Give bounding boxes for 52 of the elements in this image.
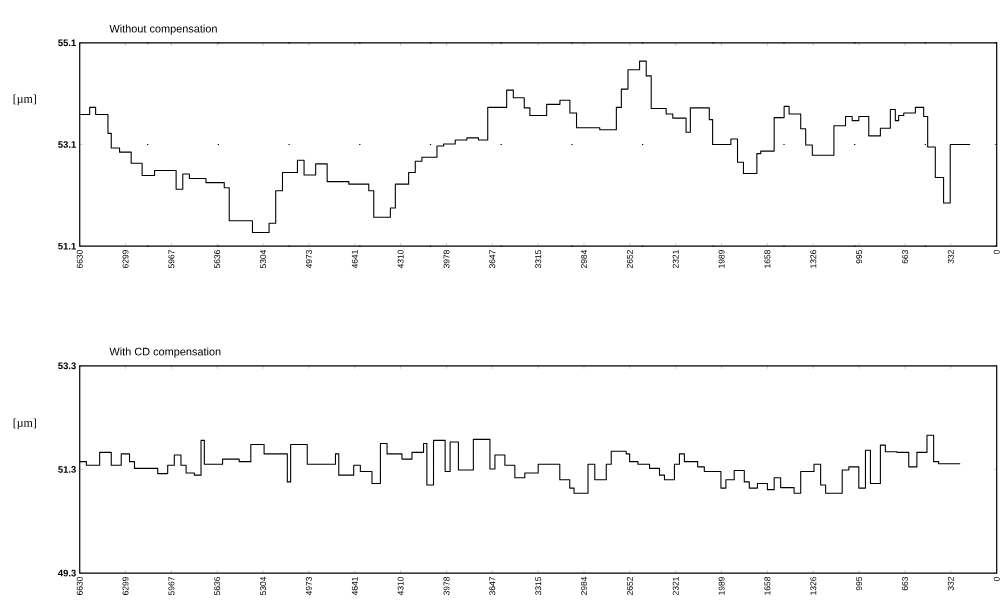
x-tick-label: 995 [856, 250, 863, 264]
y-axis-title: [µm] [13, 94, 36, 106]
x-tick-label: 1326 [810, 576, 817, 595]
x-tick-label: 5304 [260, 249, 267, 269]
x-tick-label: 3978 [443, 576, 450, 596]
y-axis-title: [µm] [13, 418, 36, 430]
y-tick-label: 49.3 [58, 569, 76, 577]
y-tick-label: 55.1 [58, 39, 76, 47]
x-tick-label: 663 [902, 576, 908, 591]
x-tick-label: 2321 [672, 577, 679, 595]
y-tick-label: 51.3 [58, 466, 76, 473]
x-tick-label: 6630 [76, 576, 83, 595]
x-tick-label: 1989 [718, 577, 725, 595]
y-tick-label: 51.1 [58, 242, 76, 250]
x-tick-label: 3315 [535, 576, 542, 596]
x-tick-label: 4973 [305, 576, 312, 596]
x-tick-label: 2652 [626, 250, 633, 269]
x-tick-label: 995 [856, 576, 863, 591]
x-tick-label: 663 [902, 250, 908, 264]
y-tick-label: 53.1 [58, 141, 76, 148]
x-tick-label: 3978 [443, 250, 450, 269]
x-tick-label: 2984 [581, 576, 587, 595]
x-tick-label: 4310 [397, 576, 404, 596]
x-tick-label: 5967 [168, 577, 175, 596]
x-tick-label: 5967 [168, 250, 175, 269]
x-tick-label: 4973 [305, 250, 312, 269]
chart-title: Without compensation [109, 24, 217, 35]
x-tick-label: 1658 [764, 250, 771, 268]
x-tick-label: 1989 [718, 250, 725, 268]
x-tick-label: 332 [947, 577, 954, 591]
x-tick-label: 3647 [489, 577, 496, 596]
x-tick-label: 3647 [489, 250, 496, 269]
x-tick-label: 2652 [626, 577, 633, 595]
x-tick-label: 6299 [122, 577, 129, 595]
x-tick-label: 4310 [397, 250, 404, 269]
x-tick-label: 1326 [810, 250, 817, 268]
x-tick-label: 6299 [122, 250, 129, 269]
x-tick-label: 2321 [672, 250, 679, 269]
x-tick-label: 2984 [581, 249, 587, 269]
x-tick-label: 332 [947, 250, 954, 264]
x-tick-label: 4641 [351, 250, 358, 269]
x-tick-label: 0 [993, 576, 1000, 581]
x-tick-label: 5636 [214, 250, 221, 269]
x-tick-label: 4641 [351, 577, 358, 596]
x-tick-label: 6630 [76, 250, 83, 269]
x-tick-label: 5304 [260, 576, 267, 596]
chart-title: With CD compensation [109, 347, 221, 358]
x-tick-label: 3315 [535, 250, 542, 269]
x-tick-label: 1658 [764, 576, 771, 595]
x-tick-label: 5636 [214, 576, 221, 596]
y-tick-label: 53.3 [58, 362, 76, 370]
x-tick-label: 0 [993, 250, 1000, 255]
